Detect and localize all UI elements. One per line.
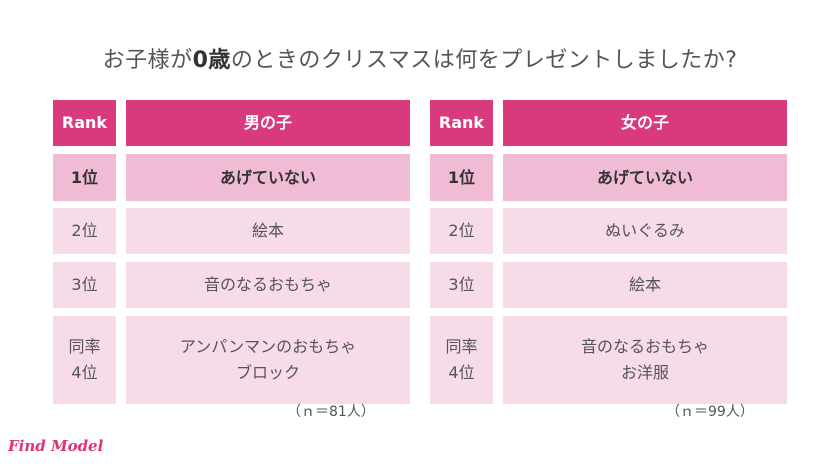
- rank-cell: 同率 4位: [53, 316, 116, 404]
- title-suffix: のときのクリスマスは何をプレゼントしましたか?: [230, 48, 738, 73]
- sample-size-note-girls: （ｎ＝99人）: [666, 404, 754, 420]
- rank-cell: 同率 4位: [430, 316, 493, 404]
- rank-cell: 1位: [53, 154, 116, 201]
- title-emphasis: 0歳: [192, 48, 231, 73]
- table-row: 3位 音のなるおもちゃ: [53, 262, 410, 308]
- page-title: お子様が0歳のときのクリスマスは何をプレゼントしましたか?: [0, 42, 840, 74]
- item-cell: 絵本: [126, 208, 410, 254]
- item-line: お洋服: [620, 363, 669, 382]
- table-row: 同率 4位 音のなるおもちゃ お洋服: [430, 316, 787, 404]
- table-row: 3位 絵本: [430, 262, 787, 308]
- item-cell: 音のなるおもちゃ お洋服: [503, 316, 787, 404]
- table-header-row: Rank 男の子: [53, 100, 410, 146]
- table-row: 2位 絵本: [53, 208, 410, 254]
- gender-header: 女の子: [503, 100, 787, 146]
- brand-logo: Find Model: [8, 437, 104, 455]
- rank-line: 同率: [445, 337, 478, 357]
- item-cell: あげていない: [503, 154, 787, 201]
- item-line: アンパンマンのおもちゃ: [179, 337, 357, 357]
- rank-line: 4位: [448, 363, 475, 382]
- item-cell: アンパンマンのおもちゃ ブロック: [126, 316, 410, 404]
- table-row: 同率 4位 アンパンマンのおもちゃ ブロック: [53, 316, 410, 404]
- item-line: 音のなるおもちゃ: [580, 337, 709, 357]
- rank-header: Rank: [430, 100, 493, 146]
- rank-cell: 3位: [53, 262, 116, 308]
- item-cell: ぬいぐるみ: [503, 208, 787, 254]
- rank-line: 同率: [68, 337, 101, 357]
- rank-line: 4位: [71, 363, 98, 382]
- table-row: 1位 あげていない: [53, 154, 410, 201]
- item-line: ブロック: [235, 363, 300, 382]
- gender-header: 男の子: [126, 100, 410, 146]
- rank-header: Rank: [53, 100, 116, 146]
- rank-cell: 2位: [430, 208, 493, 254]
- rank-cell: 2位: [53, 208, 116, 254]
- rank-cell: 3位: [430, 262, 493, 308]
- sample-size-note-boys: （ｎ＝81人）: [287, 404, 375, 420]
- table-row: 2位 ぬいぐるみ: [430, 208, 787, 254]
- title-prefix: お子様が: [102, 48, 193, 73]
- table-row: 1位 あげていない: [430, 154, 787, 201]
- item-cell: あげていない: [126, 154, 410, 201]
- item-cell: 音のなるおもちゃ: [126, 262, 410, 308]
- rank-cell: 1位: [430, 154, 493, 201]
- item-cell: 絵本: [503, 262, 787, 308]
- table-header-row: Rank 女の子: [430, 100, 787, 146]
